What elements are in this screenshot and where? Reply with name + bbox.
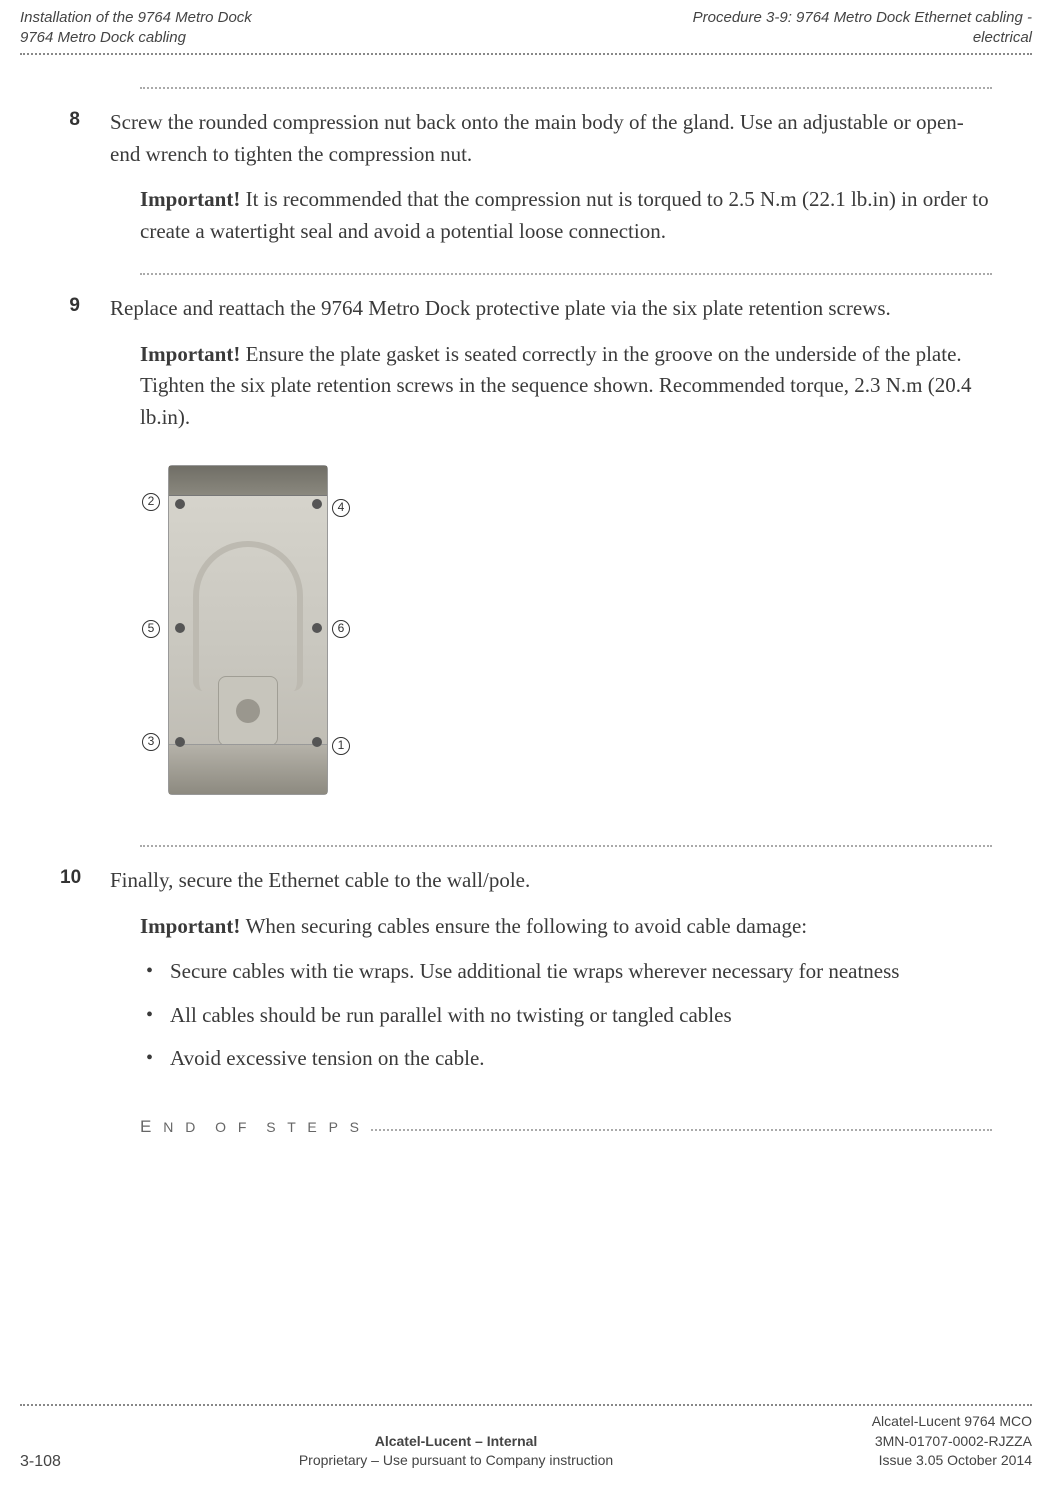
- important-label: Important!: [140, 342, 246, 366]
- important-block: Important! It is recommended that the co…: [140, 184, 992, 247]
- step-body: Finally, secure the Ethernet cable to th…: [110, 865, 992, 1087]
- bullet-item: Avoid excessive tension on the cable.: [140, 1043, 992, 1075]
- screw-sequence-number: 1: [332, 737, 350, 755]
- end-of-steps-text: N D O F S T E P S: [155, 1119, 363, 1135]
- page-header: Installation of the 9764 Metro Dock 9764…: [0, 0, 1052, 53]
- step-text: Finally, secure the Ethernet cable to th…: [110, 868, 530, 892]
- important-text: When securing cables ensure the followin…: [246, 914, 808, 938]
- footer-center-line2: Proprietary – Use pursuant to Company in…: [140, 1451, 772, 1471]
- important-label: Important!: [140, 914, 246, 938]
- content-area: 8 Screw the rounded compression nut back…: [0, 55, 1052, 1131]
- end-of-steps: E N D O F S T E P S: [140, 1117, 992, 1131]
- screw-hole: [175, 737, 185, 747]
- important-label: Important!: [140, 187, 246, 211]
- screw-hole: [175, 623, 185, 633]
- step-body: Screw the rounded compression nut back o…: [110, 107, 992, 261]
- step-separator: [140, 87, 992, 89]
- screw-hole: [312, 499, 322, 509]
- page-number: 3-108: [20, 1453, 140, 1471]
- important-block: Important! When securing cables ensure t…: [140, 911, 992, 943]
- important-text: It is recommended that the compression n…: [140, 187, 989, 243]
- screw-sequence-number: 2: [142, 493, 160, 511]
- step-9: 9 Replace and reattach the 9764 Metro Do…: [60, 293, 992, 447]
- screw-sequence-number: 5: [142, 620, 160, 638]
- page-footer: 3-108 Alcatel-Lucent – Internal Propriet…: [0, 1404, 1052, 1471]
- screw-hole: [312, 623, 322, 633]
- step-text: Replace and reattach the 9764 Metro Dock…: [110, 296, 891, 320]
- bullet-list: Secure cables with tie wraps. Use additi…: [140, 956, 992, 1075]
- header-right: Procedure 3-9: 9764 Metro Dock Ethernet …: [693, 8, 1032, 47]
- header-left: Installation of the 9764 Metro Dock 9764…: [20, 8, 252, 47]
- step-10: 10 Finally, secure the Ethernet cable to…: [60, 865, 992, 1087]
- header-right-line1: Procedure 3-9: 9764 Metro Dock Ethernet …: [693, 8, 1032, 28]
- footer-center: Alcatel-Lucent – Internal Proprietary – …: [140, 1432, 772, 1471]
- screw-sequence-number: 6: [332, 620, 350, 638]
- bullet-item: Secure cables with tie wraps. Use additi…: [140, 956, 992, 988]
- step-body: Replace and reattach the 9764 Metro Dock…: [110, 293, 992, 447]
- screw-sequence-number: 3: [142, 733, 160, 751]
- important-text: Ensure the plate gasket is seated correc…: [140, 342, 971, 429]
- footer-right-line1: Alcatel-Lucent 9764 MCO: [772, 1412, 1032, 1432]
- screw-hole: [175, 499, 185, 509]
- header-right-line2: electrical: [693, 28, 1032, 48]
- footer-center-bold: Alcatel-Lucent – Internal: [140, 1432, 772, 1452]
- header-left-line1: Installation of the 9764 Metro Dock: [20, 8, 252, 28]
- step-8: 8 Screw the rounded compression nut back…: [60, 107, 992, 261]
- device-illustration: [168, 465, 328, 795]
- screw-hole: [312, 737, 322, 747]
- step-separator: [140, 845, 992, 847]
- step-number: 8: [60, 107, 110, 261]
- step-text: Screw the rounded compression nut back o…: [110, 110, 964, 166]
- screw-sequence-number: 4: [332, 499, 350, 517]
- footer-right: Alcatel-Lucent 9764 MCO 3MN-01707-0002-R…: [772, 1412, 1032, 1471]
- bullet-item: All cables should be run parallel with n…: [140, 1000, 992, 1032]
- footer-right-line2: 3MN-01707-0002-RJZZA: [772, 1432, 1032, 1452]
- screw-sequence-figure: 2 4 5 6 3 1: [140, 465, 360, 805]
- step-number: 10: [60, 865, 110, 1087]
- end-of-steps-label: E N D O F S T E P S: [140, 1117, 369, 1137]
- important-block: Important! Ensure the plate gasket is se…: [140, 339, 992, 434]
- header-left-line2: 9764 Metro Dock cabling: [20, 28, 252, 48]
- step-separator: [140, 273, 992, 275]
- step-number: 9: [60, 293, 110, 447]
- footer-right-line3: Issue 3.05 October 2014: [772, 1451, 1032, 1471]
